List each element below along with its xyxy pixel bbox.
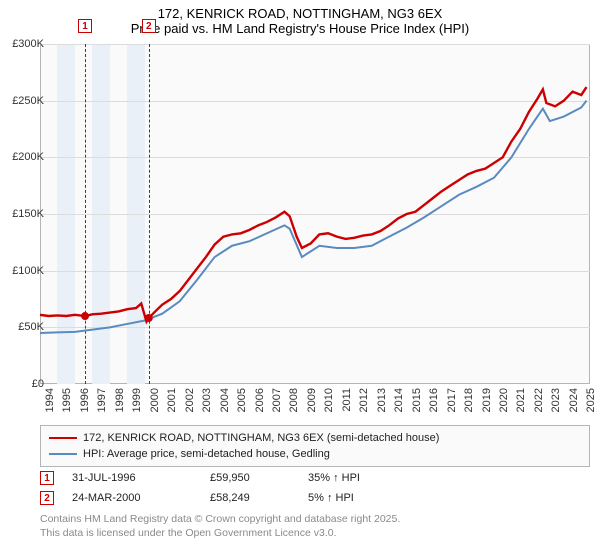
x-tick-label: 2006 (254, 388, 266, 412)
legend-row: 172, KENRICK ROAD, NOTTINGHAM, NG3 6EX (… (49, 430, 581, 446)
series-price-paid (40, 87, 587, 322)
x-tick-label: 2016 (428, 388, 440, 412)
event-row: 2 24-MAR-2000 £58,249 5% ↑ HPI (40, 488, 590, 508)
plot-area: 12 (40, 44, 590, 384)
x-tick-label: 2003 (201, 388, 213, 412)
x-tick-label: 2017 (446, 388, 458, 412)
x-tick-label: 2000 (149, 388, 161, 412)
x-tick-label: 2018 (463, 388, 475, 412)
y-tick-label: £250K (12, 95, 44, 107)
series-hpi (40, 101, 587, 333)
legend: 172, KENRICK ROAD, NOTTINGHAM, NG3 6EX (… (40, 425, 590, 467)
event-delta: 5% ↑ HPI (308, 492, 398, 504)
x-tick-label: 1999 (131, 388, 143, 412)
x-tick-label: 2013 (376, 388, 388, 412)
x-tick-label: 2012 (358, 388, 370, 412)
event-delta: 35% ↑ HPI (308, 472, 398, 484)
y-tick-label: £0 (32, 378, 44, 390)
x-tick-label: 1998 (114, 388, 126, 412)
sale-marker-2: 2 (142, 19, 156, 33)
x-tick-label: 2001 (166, 388, 178, 412)
event-row: 1 31-JUL-1996 £59,950 35% ↑ HPI (40, 468, 590, 488)
legend-label: 172, KENRICK ROAD, NOTTINGHAM, NG3 6EX (… (83, 432, 439, 444)
sale-marker-1: 1 (78, 19, 92, 33)
event-date: 31-JUL-1996 (72, 472, 192, 484)
x-tick-label: 2005 (236, 388, 248, 412)
x-tick-label: 2011 (341, 388, 353, 412)
x-tick-label: 1996 (79, 388, 91, 412)
x-tick-label: 2022 (533, 388, 545, 412)
y-tick-label: £50K (18, 321, 44, 333)
x-tick-label: 2004 (219, 388, 231, 412)
footer: Contains HM Land Registry data © Crown c… (40, 512, 590, 540)
sale-point-dot (145, 314, 153, 322)
legend-label: HPI: Average price, semi-detached house,… (83, 448, 330, 460)
x-tick-label: 2015 (411, 388, 423, 412)
x-tick-label: 1997 (96, 388, 108, 412)
x-tick-label: 2020 (498, 388, 510, 412)
x-tick-label: 1995 (61, 388, 73, 412)
event-price: £58,249 (210, 492, 290, 504)
y-tick-label: £100K (12, 265, 44, 277)
x-tick-label: 2019 (481, 388, 493, 412)
x-tick-label: 2023 (550, 388, 562, 412)
y-tick-label: £200K (12, 151, 44, 163)
x-tick-label: 2025 (585, 388, 597, 412)
legend-swatch (49, 437, 77, 439)
event-marker: 1 (40, 471, 54, 485)
series-svg (40, 44, 590, 384)
x-tick-label: 2002 (184, 388, 196, 412)
y-tick-label: £150K (12, 208, 44, 220)
event-marker: 2 (40, 491, 54, 505)
x-tick-label: 2008 (288, 388, 300, 412)
x-tick-label: 2014 (393, 388, 405, 412)
x-tick-label: 2021 (515, 388, 527, 412)
legend-swatch (49, 453, 77, 455)
event-table: 1 31-JUL-1996 £59,950 35% ↑ HPI 2 24-MAR-2000… (40, 468, 590, 508)
sale-point-dot (81, 312, 89, 320)
x-tick-label: 2010 (323, 388, 335, 412)
chart-container: 172, KENRICK ROAD, NOTTINGHAM, NG3 6EX P… (0, 0, 600, 560)
x-tick-label: 2009 (306, 388, 318, 412)
event-price: £59,950 (210, 472, 290, 484)
x-tick-label: 1994 (44, 388, 56, 412)
x-tick-label: 2007 (271, 388, 283, 412)
legend-row: HPI: Average price, semi-detached house,… (49, 446, 581, 462)
x-tick-label: 2024 (568, 388, 580, 412)
event-date: 24-MAR-2000 (72, 492, 192, 504)
footer-line-2: This data is licensed under the Open Gov… (40, 526, 590, 540)
y-tick-label: £300K (12, 38, 44, 50)
footer-line-1: Contains HM Land Registry data © Crown c… (40, 512, 590, 526)
